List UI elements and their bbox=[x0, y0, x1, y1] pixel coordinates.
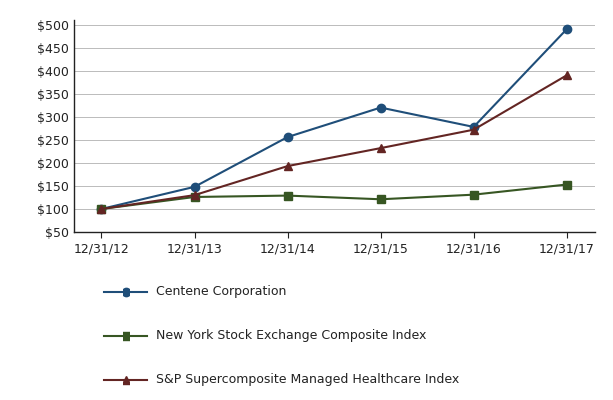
Centene Corporation bbox=[377, 105, 384, 110]
S&P Supercomposite Managed Healthcare Index bbox=[377, 146, 384, 150]
Line: S&P Supercomposite Managed Healthcare Index: S&P Supercomposite Managed Healthcare In… bbox=[97, 71, 571, 213]
Centene Corporation bbox=[563, 27, 570, 32]
S&P Supercomposite Managed Healthcare Index bbox=[563, 73, 570, 78]
New York Stock Exchange Composite Index bbox=[377, 197, 384, 202]
New York Stock Exchange Composite Index bbox=[563, 182, 570, 187]
New York Stock Exchange Composite Index bbox=[98, 206, 105, 211]
Centene Corporation bbox=[284, 135, 291, 140]
S&P Supercomposite Managed Healthcare Index bbox=[98, 206, 105, 211]
Line: New York Stock Exchange Composite Index: New York Stock Exchange Composite Index bbox=[97, 180, 571, 213]
Line: Centene Corporation: Centene Corporation bbox=[97, 25, 571, 213]
Text: Centene Corporation: Centene Corporation bbox=[156, 286, 287, 298]
Centene Corporation bbox=[470, 124, 478, 129]
S&P Supercomposite Managed Healthcare Index bbox=[191, 193, 198, 198]
Text: S&P Supercomposite Managed Healthcare Index: S&P Supercomposite Managed Healthcare In… bbox=[156, 374, 460, 386]
Centene Corporation bbox=[191, 184, 198, 189]
New York Stock Exchange Composite Index bbox=[284, 193, 291, 198]
New York Stock Exchange Composite Index bbox=[191, 194, 198, 199]
New York Stock Exchange Composite Index bbox=[470, 192, 478, 197]
S&P Supercomposite Managed Healthcare Index bbox=[284, 164, 291, 168]
Text: New York Stock Exchange Composite Index: New York Stock Exchange Composite Index bbox=[156, 330, 427, 342]
Centene Corporation bbox=[98, 206, 105, 211]
S&P Supercomposite Managed Healthcare Index bbox=[470, 127, 478, 132]
